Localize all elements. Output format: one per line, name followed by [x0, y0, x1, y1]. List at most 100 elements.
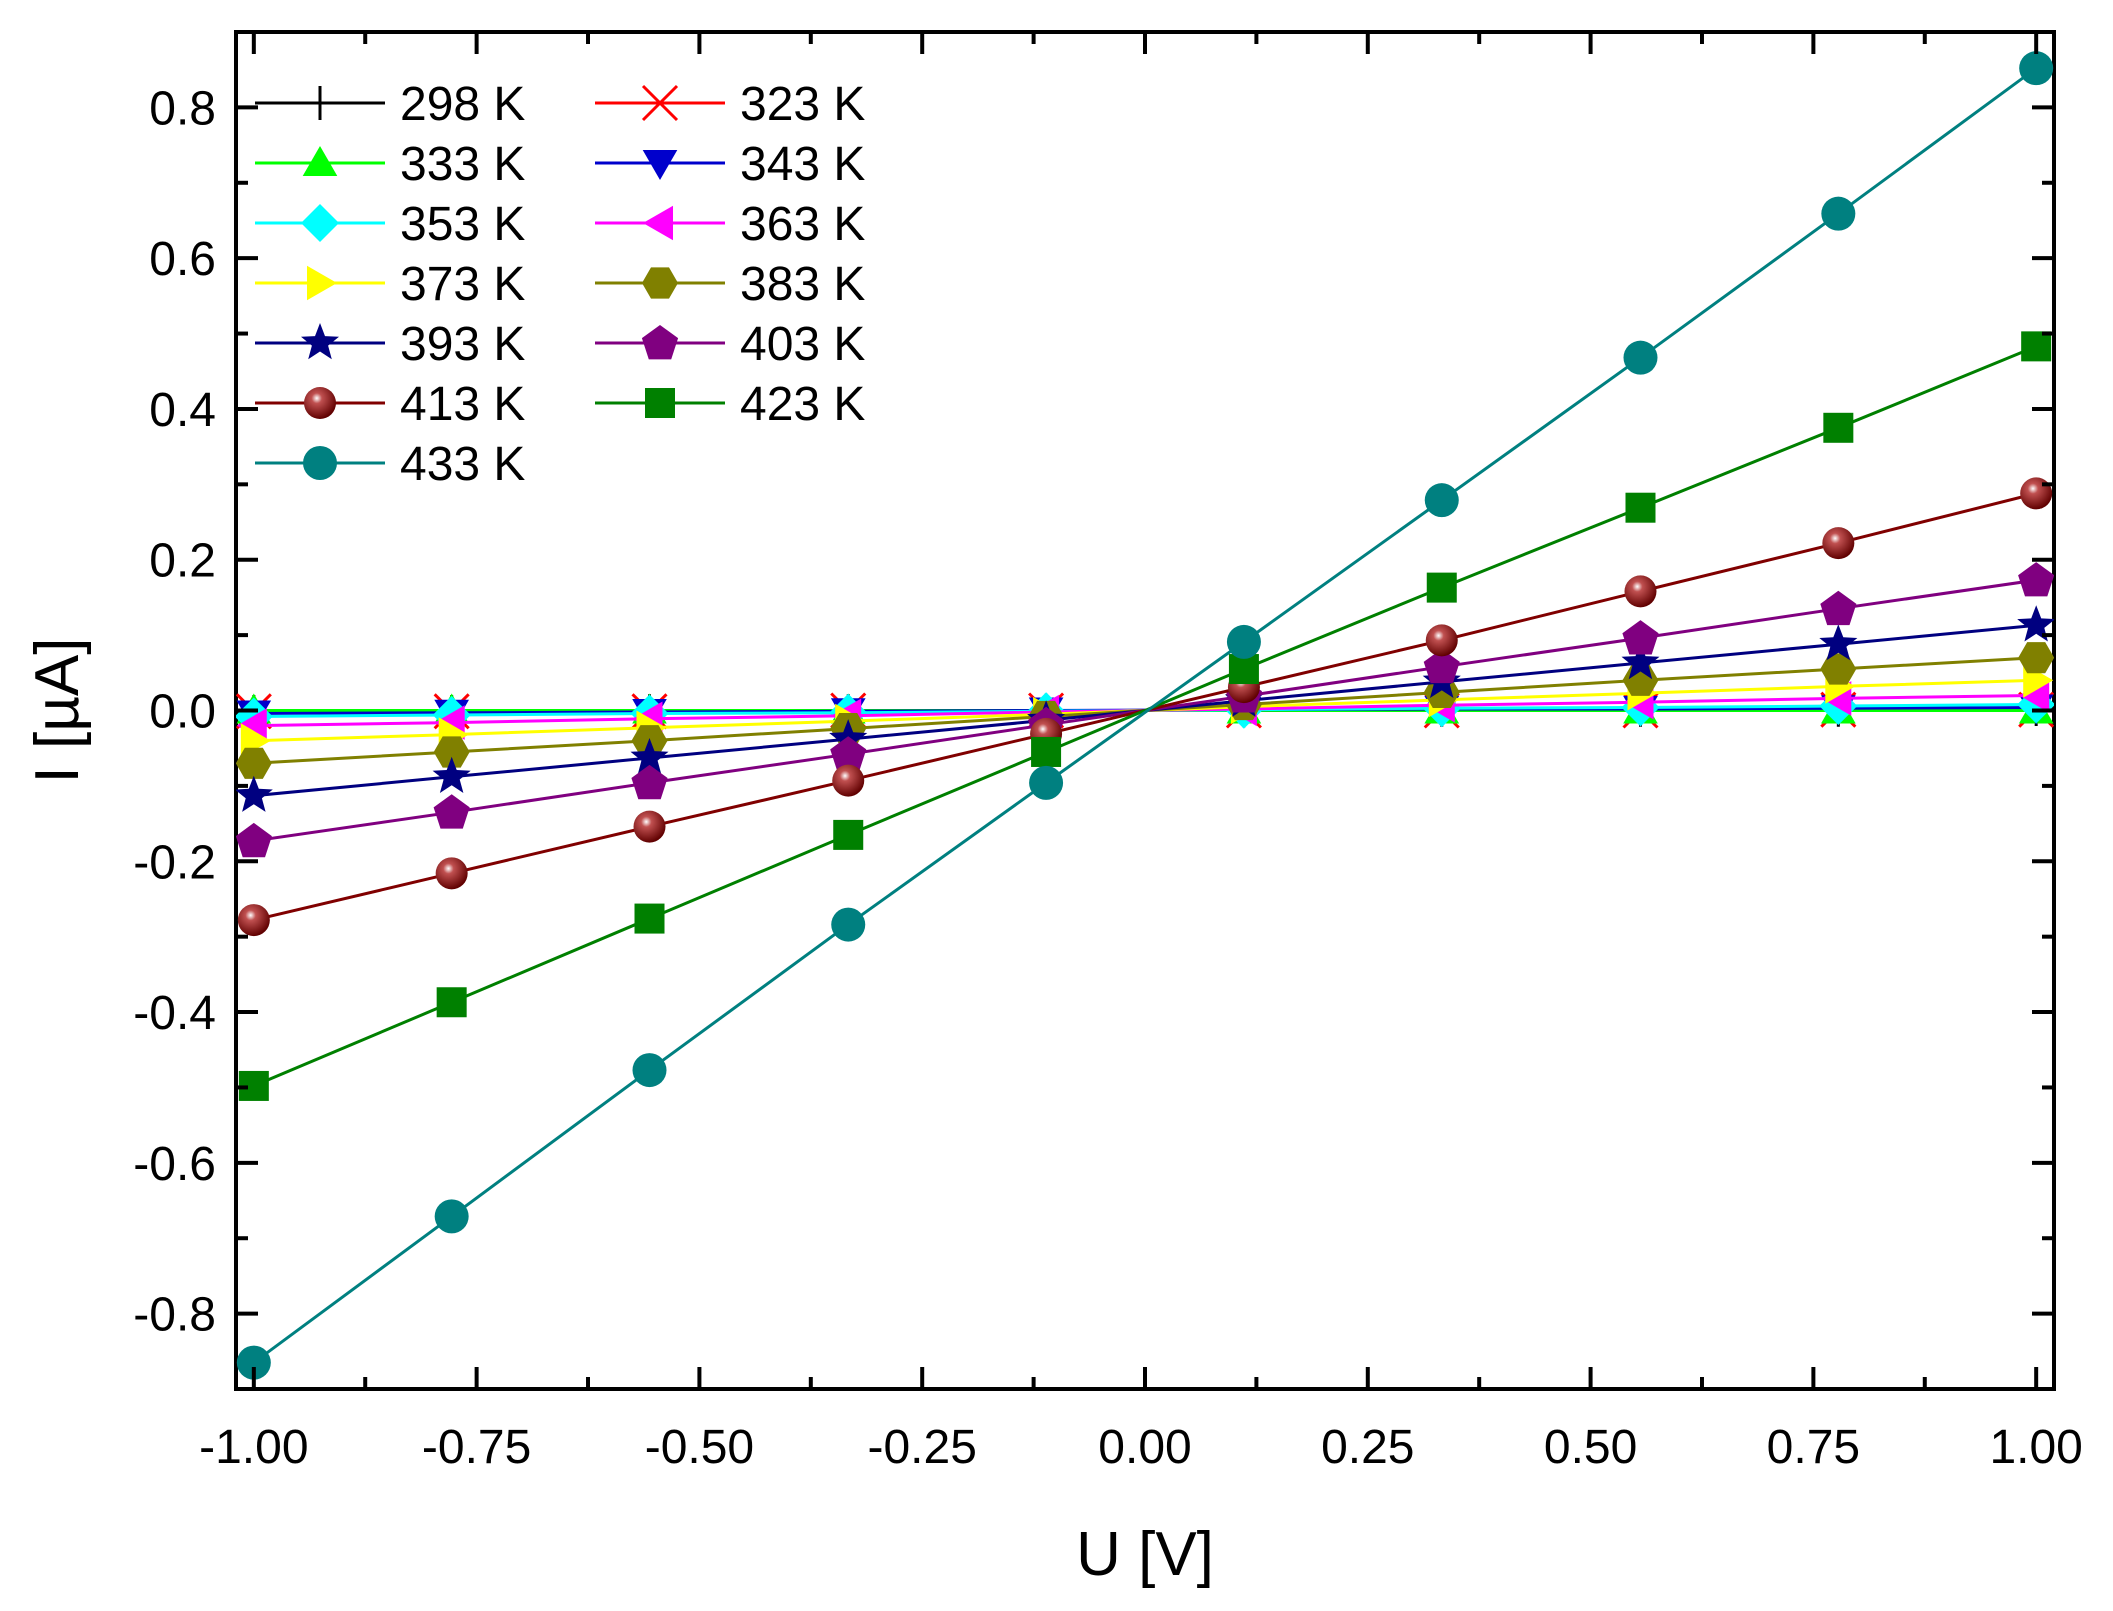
data-point-423k [1426, 572, 1457, 603]
y-tick-label: 0.0 [149, 686, 216, 739]
legend-label: 363 K [740, 198, 865, 251]
data-point-423k [833, 819, 864, 850]
legend-label: 343 K [740, 138, 865, 191]
data-point-413k [1822, 527, 1855, 560]
data-point-433k [632, 1053, 667, 1088]
x-tick-label: -1.00 [199, 1421, 308, 1474]
data-point-423k [634, 903, 665, 934]
data-point-423k [1625, 492, 1656, 523]
legend-entry-433k: 433 K [255, 438, 525, 491]
y-tick-label: 0.4 [149, 384, 216, 437]
x-tick-label: -0.50 [645, 1421, 754, 1474]
series-line-423k [253, 345, 2037, 1088]
legend-label: 393 K [400, 318, 525, 371]
data-point-433k [1623, 340, 1658, 375]
data-point-403k [631, 764, 668, 800]
legend-marker [303, 86, 337, 120]
data-point-403k [1423, 648, 1460, 684]
data-point-393k [236, 775, 273, 812]
legend-label: 383 K [740, 258, 865, 311]
legend-marker [642, 267, 678, 299]
y-tick-label: 0.2 [149, 535, 216, 588]
legend-label: 373 K [400, 258, 525, 311]
legend-entry-363k: 363 K [595, 198, 865, 251]
legend-label: 433 K [400, 438, 525, 491]
legend-entry-373k: 373 K [255, 258, 525, 311]
data-point-423k [436, 987, 467, 1018]
x-tick-label: 1.00 [1989, 1421, 2082, 1474]
data-point-393k [1819, 624, 1858, 661]
x-tick-label: 0.50 [1544, 1421, 1637, 1474]
data-point-393k [1621, 643, 1660, 680]
legend-label: 333 K [400, 138, 525, 191]
y-tick-label: -0.6 [133, 1138, 216, 1191]
legend-label: 423 K [740, 378, 865, 431]
legend-label: 413 K [400, 378, 525, 431]
data-point-413k [1624, 575, 1657, 608]
legend-entry-323k: 323 K [595, 78, 865, 131]
legend-entry-403k: 403 K [595, 318, 865, 371]
data-point-403k [433, 794, 470, 829]
legend-marker [303, 446, 337, 480]
data-point-413k [237, 904, 270, 937]
data-point-413k [2020, 477, 2053, 510]
data-point-393k [432, 756, 471, 793]
legend-entry-393k: 393 K [255, 318, 525, 371]
legend-entry-413k: 413 K [255, 378, 525, 431]
legend-entry-333k: 333 K [255, 138, 525, 191]
data-point-433k [434, 1199, 469, 1234]
data-point-433k [1226, 624, 1261, 659]
data-point-433k [1029, 765, 1064, 800]
legend-marker [301, 204, 339, 242]
data-point-423k [1228, 654, 1259, 685]
data-point-403k [1820, 590, 1857, 626]
legend-marker [302, 146, 338, 176]
data-point-383k [433, 736, 470, 768]
legend-marker [641, 84, 679, 122]
data-point-433k [1821, 196, 1856, 231]
data-point-393k [630, 738, 669, 775]
y-tick-label: -0.8 [133, 1289, 216, 1342]
legend-entry-343k: 343 K [595, 138, 865, 191]
legend-label: 298 K [400, 78, 525, 131]
axes-layer: -1.00 -0.75 -0.50 -0.25 0.00 0.25 0.50 0.75 1.00… [133, 32, 2083, 1474]
y-tick-label: -0.2 [133, 836, 216, 889]
y-axis-title: I [µA] [23, 638, 92, 784]
legend: 298 K 333 K 353 K 373 K 393 K 413 K 433 K 323 K… [255, 78, 865, 491]
legend-label: 403 K [740, 318, 865, 371]
data-point-433k [2019, 51, 2054, 86]
legend-label: 353 K [400, 198, 525, 251]
data-point-393k [2017, 605, 2054, 642]
x-tick-label: -0.75 [422, 1421, 531, 1474]
legend-marker [642, 150, 678, 180]
legend-entry-353k: 353 K [255, 198, 525, 251]
series-layer [236, 51, 2054, 1380]
legend-entry-298k: 298 K [255, 78, 525, 131]
legend-marker [643, 205, 673, 241]
series-433k [236, 51, 2054, 1380]
legend-marker [307, 265, 337, 301]
data-point-403k [1622, 620, 1659, 655]
legend-marker [304, 387, 336, 419]
legend-marker [301, 323, 339, 360]
data-point-383k [1820, 653, 1857, 685]
data-point-383k [1423, 676, 1460, 708]
data-point-383k [236, 747, 272, 779]
legend-entry-383k: 383 K [595, 258, 865, 311]
data-point-413k [435, 857, 468, 890]
data-point-423k [2021, 331, 2052, 362]
y-tick-label: 0.6 [149, 233, 216, 286]
data-point-413k [633, 810, 666, 843]
data-point-383k [2018, 642, 2054, 674]
data-point-423k [1031, 736, 1062, 767]
x-tick-label: -0.25 [868, 1421, 977, 1474]
legend-marker [641, 325, 679, 360]
x-tick-label: 0.25 [1321, 1421, 1414, 1474]
data-point-433k [236, 1345, 271, 1380]
data-point-413k [832, 764, 865, 797]
data-point-413k [1425, 624, 1458, 657]
x-tick-label: 0.00 [1098, 1421, 1191, 1474]
legend-label: 323 K [740, 78, 865, 131]
legend-marker [645, 388, 675, 418]
